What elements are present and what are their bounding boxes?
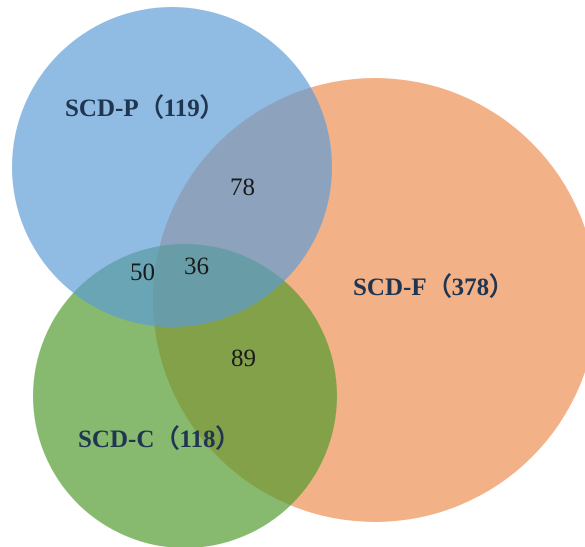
set-label-scd-p: SCD-P（119） — [65, 93, 225, 122]
region-count-p-f-c: 36 — [184, 253, 209, 280]
set-circle-scd-c — [33, 244, 337, 547]
set-circle-scd-p — [12, 7, 332, 327]
set-label-scd-c: SCD-C（118） — [78, 424, 241, 453]
region-count-p-c: 50 — [130, 259, 155, 286]
region-count-p-f: 78 — [230, 174, 255, 201]
region-count-f-c: 89 — [231, 345, 256, 372]
set-label-scd-f: SCD-F（378） — [353, 272, 514, 301]
